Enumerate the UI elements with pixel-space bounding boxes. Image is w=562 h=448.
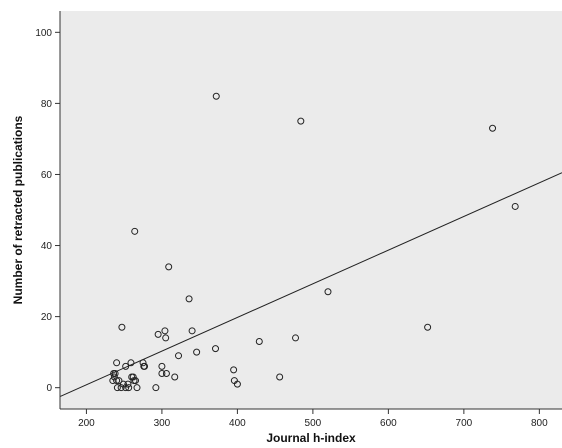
- data-point: [110, 373, 118, 381]
- x-tick-label: 800: [531, 418, 548, 429]
- data-point: [158, 362, 166, 370]
- data-point: [161, 327, 169, 335]
- x-tick-label: 700: [456, 418, 473, 429]
- x-tick-label: 300: [154, 418, 171, 429]
- data-point: [158, 369, 166, 377]
- data-point: [292, 334, 300, 342]
- data-point: [127, 359, 135, 367]
- data-point: [233, 380, 241, 388]
- data-point: [171, 373, 179, 381]
- data-point: [113, 359, 121, 367]
- data-point: [185, 295, 193, 303]
- data-point: [113, 384, 121, 392]
- data-point: [188, 327, 196, 335]
- data-point: [297, 117, 305, 125]
- data-point: [117, 384, 125, 392]
- data-point: [324, 288, 332, 296]
- data-point: [511, 202, 519, 210]
- data-point: [165, 263, 173, 271]
- data-point: [154, 330, 162, 338]
- data-point: [152, 384, 160, 392]
- data-point: [162, 334, 170, 342]
- fit-line: [59, 172, 562, 398]
- data-point: [129, 373, 137, 381]
- data-point: [131, 227, 139, 235]
- data-point: [193, 348, 201, 356]
- plot-area: [60, 11, 562, 409]
- y-tick-label: 0: [46, 383, 52, 394]
- data-point: [118, 323, 126, 331]
- data-point: [276, 373, 284, 381]
- y-tick-label: 80: [41, 99, 53, 110]
- x-tick-label: 400: [229, 418, 246, 429]
- y-tick-label: 40: [41, 241, 53, 252]
- y-tick-label: 60: [41, 170, 53, 181]
- y-tick-label: 20: [41, 312, 53, 323]
- data-point: [125, 384, 133, 392]
- data-point: [212, 345, 220, 353]
- data-point: [212, 92, 220, 100]
- data-point: [113, 377, 121, 385]
- data-point: [131, 377, 139, 385]
- data-point: [115, 377, 123, 385]
- data-point: [122, 384, 130, 392]
- data-point: [162, 369, 170, 377]
- data-point: [230, 366, 238, 374]
- x-tick-label: 600: [380, 418, 397, 429]
- data-point: [489, 124, 497, 132]
- data-point: [141, 362, 149, 370]
- data-point: [175, 352, 183, 360]
- data-point: [424, 323, 432, 331]
- x-tick-label: 500: [305, 418, 322, 429]
- data-point: [133, 384, 141, 392]
- data-point: [119, 380, 127, 388]
- x-tick-label: 200: [78, 418, 95, 429]
- x-axis-title: Journal h-index: [266, 431, 356, 445]
- data-point: [124, 380, 132, 388]
- y-axis-title: Number of retracted publications: [11, 115, 25, 304]
- data-point: [255, 337, 263, 345]
- y-tick-label: 100: [35, 28, 52, 39]
